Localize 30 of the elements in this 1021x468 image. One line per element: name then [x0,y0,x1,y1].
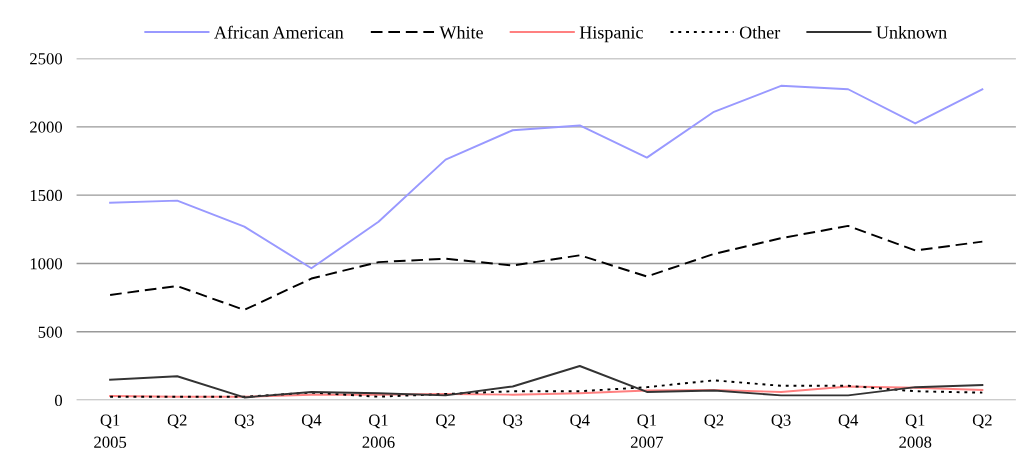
x-tick-label: Q2 [972,414,992,429]
legend-label: Other [739,25,781,39]
x-tick-label: Q3 [234,414,254,429]
x-tick-label: Q1 2006 [362,414,395,448]
x-tick-label: Q4 [838,414,859,429]
x-tick-label: Q1 2005 [94,414,127,448]
legend-label: Unknown [876,25,947,39]
y-tick-label: 2000 [30,121,63,133]
x-tick-label: Q2 [704,414,724,429]
x-tick-label: Q4 [301,414,322,429]
line-series [109,84,984,270]
y-tick-label: 1500 [30,189,63,202]
line-series [109,365,984,399]
x-tick-label: Q1 2008 [899,414,932,448]
line-series [109,379,984,398]
x-tick-label: Q3 [503,414,523,429]
legend-label: African American [214,25,344,39]
legend-label: White [439,25,483,39]
legend-label: Hispanic [579,26,643,43]
x-tick-label: Q3 [771,414,791,429]
x-tick-label: Q2 [167,414,187,429]
line-series [109,224,984,311]
line-series [109,385,984,398]
x-tick-label: Q1 2007 [630,414,664,448]
y-tick-label: 0 [54,394,63,407]
x-tick-label: Q2 [436,414,455,429]
x-tick-label: Q4 [570,414,590,429]
y-tick-label: 2500 [30,53,63,65]
y-tick-label: 500 [38,326,63,338]
y-tick-label: 1000 [30,258,63,270]
